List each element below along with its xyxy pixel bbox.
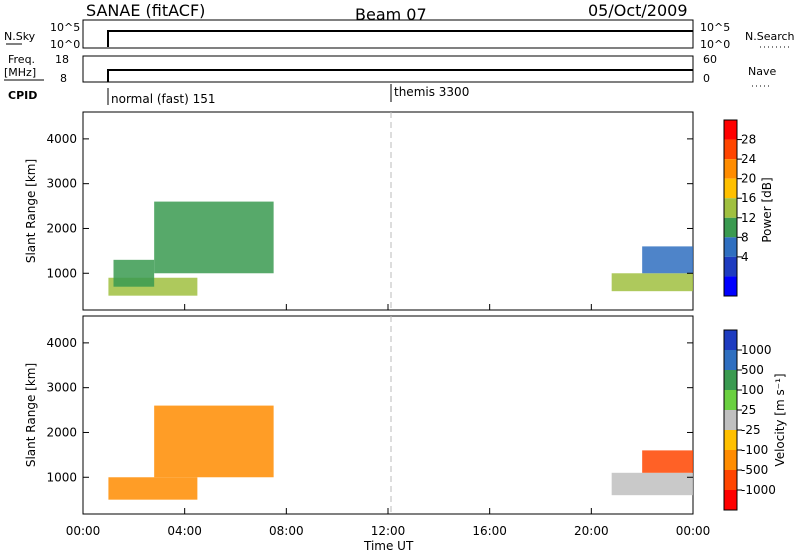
echo-region-3	[611, 273, 693, 292]
colorbar-tick-label-4: 12	[741, 211, 756, 225]
nave-tick-bottom: 0	[703, 72, 710, 85]
nsky-tick-top: 10^5	[50, 21, 80, 34]
cpid-mode-normal: normal (fast) 151	[111, 92, 215, 106]
velocity-colorbar-swatches	[724, 330, 737, 510]
x-tick-label-6: 00:00	[676, 524, 711, 538]
colorbar-tick-label-1: 500	[741, 363, 764, 377]
velocity-y-ticks: 1000 2000 3000 4000	[46, 336, 693, 484]
colorbar-tick-label-6: 4	[741, 250, 749, 264]
colorbar-tick-label-4: -25	[741, 423, 761, 437]
x-tick-label-4: 16:00	[472, 524, 507, 538]
cpid-row: CPID normal (fast) 151 themis 3300	[8, 84, 469, 106]
nsearch-label: N.Search	[745, 30, 795, 43]
colorbar-swatch-4	[724, 198, 737, 218]
velocity-panel: 1000 2000 3000 4000 Slant Range [km]	[24, 315, 694, 515]
freq-tick-top: 18	[55, 53, 69, 66]
echo-region-2	[154, 201, 274, 274]
date-label: 05/Oct/2009	[588, 1, 688, 20]
velocity-colorbar-ticks: 1000 500 100 25 -25 -100 -500 -1000	[737, 343, 776, 497]
y-tick-label-0: 1000	[46, 470, 77, 484]
colorbar-swatch-4	[724, 410, 737, 430]
velocity-colorbar: 1000 500 100 25 -25 -100 -500 -1000 Velocity [m…	[723, 329, 787, 511]
colorbar-swatch-8	[724, 276, 737, 296]
y-tick-label-1: 2000	[46, 425, 77, 439]
power-colorbar-label: Power [dB]	[760, 177, 774, 242]
y-tick-label-3: 4000	[46, 336, 77, 350]
nsky-panel: N.Sky 10^5 10^0 N.Search 10^5 10^0	[4, 19, 795, 51]
colorbar-swatch-6	[724, 450, 737, 470]
nsearch-tick-top: 10^5	[700, 21, 730, 34]
colorbar-tick-label-0: 1000	[741, 343, 772, 357]
colorbar-tick-label-5: -100	[741, 443, 768, 457]
velocity-echoes	[108, 405, 693, 500]
y-tick-label-3: 4000	[46, 132, 77, 146]
colorbar-tick-label-0: 28	[741, 133, 756, 147]
colorbar-tick-label-3: 25	[741, 403, 756, 417]
colorbar-swatch-5	[724, 430, 737, 450]
power-colorbar: 28 24 20 16 12 8 4 Power [dB]	[723, 119, 774, 297]
velocity-ylabel: Slant Range [km]	[24, 363, 38, 467]
x-tick-label-1: 04:00	[167, 524, 202, 538]
echo-region-2	[611, 472, 693, 496]
x-tick-label-0: 00:00	[66, 524, 101, 538]
nsky-label: N.Sky	[4, 30, 36, 43]
x-axis-ticks: 00:00 04:00 08:00 12:00 16:00 20:00 00:00	[66, 304, 711, 538]
nsearch-tick-bottom: 10^0	[700, 38, 730, 51]
cpid-label: CPID	[8, 89, 37, 102]
freq-label-1: Freq.	[8, 53, 35, 66]
colorbar-tick-label-2: 20	[741, 172, 756, 186]
y-tick-label-1: 2000	[46, 221, 77, 235]
colorbar-swatch-5	[724, 217, 737, 238]
x-tick-label-2: 08:00	[269, 524, 304, 538]
power-colorbar-swatches	[724, 120, 737, 296]
nave-label: Nave	[748, 65, 776, 78]
freq-panel: Freq. [MHz] 18 8 Nave 60 0	[4, 53, 776, 87]
colorbar-swatch-1	[724, 139, 737, 160]
y-tick-label-2: 3000	[46, 381, 77, 395]
power-echoes	[108, 201, 693, 296]
colorbar-tick-label-6: -500	[741, 463, 768, 477]
power-panel: 1000 2000 3000 4000 Slant Range [km]	[24, 111, 694, 311]
colorbar-tick-label-5: 8	[741, 230, 749, 244]
colorbar-swatch-6	[724, 237, 737, 257]
power-colorbar-ticks: 28 24 20 16 12 8 4	[737, 133, 756, 264]
colorbar-swatch-7	[724, 470, 737, 490]
colorbar-swatch-0	[724, 330, 737, 350]
colorbar-swatch-7	[724, 256, 737, 277]
power-ylabel: Slant Range [km]	[24, 159, 38, 263]
colorbar-tick-label-2: 100	[741, 383, 764, 397]
colorbar-tick-label-7: -1000	[741, 483, 776, 497]
power-y-ticks: 1000 2000 3000 4000	[46, 132, 693, 280]
echo-region-4	[642, 246, 693, 274]
echo-region-3	[642, 450, 693, 473]
colorbar-swatch-2	[724, 370, 737, 390]
plot-title: SANAE (fitACF)	[86, 1, 205, 20]
colorbar-swatch-2	[724, 159, 737, 179]
colorbar-swatch-0	[724, 120, 737, 140]
x-tick-label-3: 12:00	[371, 524, 406, 538]
y-tick-label-2: 3000	[46, 177, 77, 191]
colorbar-tick-label-1: 24	[741, 152, 756, 166]
beam-label: Beam 07	[355, 5, 427, 24]
colorbar-tick-label-3: 16	[741, 191, 756, 205]
colorbar-swatch-8	[724, 490, 737, 510]
colorbar-swatch-1	[724, 350, 737, 370]
cpid-mode-themis: themis 3300	[394, 85, 469, 99]
velocity-colorbar-label: Velocity [m s⁻¹]	[773, 373, 787, 466]
freq-label-2: [MHz]	[4, 66, 36, 79]
x-tick-label-5: 20:00	[574, 524, 609, 538]
colorbar-swatch-3	[724, 178, 737, 199]
nave-tick-top: 60	[703, 53, 717, 66]
echo-region-1	[113, 259, 155, 287]
nsky-tick-bottom: 10^0	[50, 38, 80, 51]
y-tick-label-0: 1000	[46, 266, 77, 280]
freq-tick-bottom: 8	[60, 72, 67, 85]
colorbar-swatch-3	[724, 390, 737, 410]
x-axis-label: Time UT	[363, 539, 414, 553]
echo-region-1	[154, 405, 274, 478]
echo-region-0	[108, 477, 198, 500]
